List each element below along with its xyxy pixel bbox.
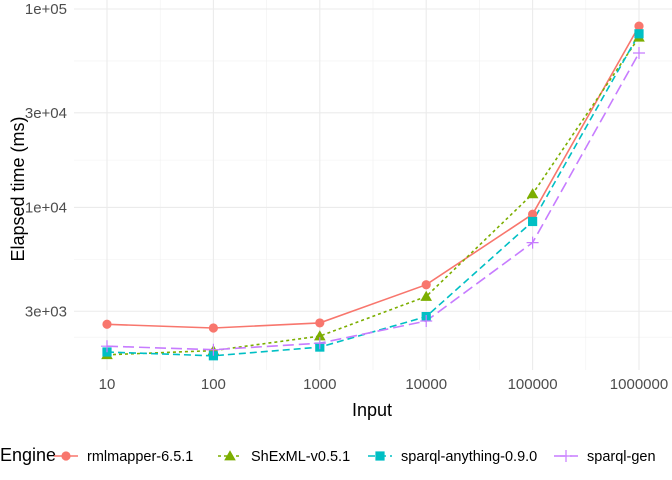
data-point	[634, 29, 644, 39]
series-line-2	[106, 33, 640, 357]
data-point	[420, 314, 433, 327]
data-point	[526, 236, 539, 249]
series-line-0	[106, 25, 640, 329]
x-tick-label: 100000	[508, 376, 558, 393]
data-point	[207, 343, 220, 356]
x-axis-ticks: 10 100 1000 10000 100000 1000000	[99, 376, 669, 393]
x-tick-label: 10000	[405, 376, 447, 393]
data-point	[208, 351, 218, 361]
legend-label: rmlmapper-6.5.1	[87, 449, 193, 465]
legend-label: ShExML-v0.5.1	[251, 449, 350, 465]
data-point	[208, 323, 218, 333]
data-point	[315, 318, 325, 328]
data-point	[633, 47, 645, 60]
data-point	[101, 340, 113, 353]
grid-lines	[74, 0, 672, 370]
y-axis-title: Elapsed time (ms)	[8, 116, 28, 261]
series-line-3	[106, 52, 640, 351]
x-tick-label: 100	[201, 376, 226, 393]
series-points	[101, 21, 645, 361]
data-point	[634, 21, 644, 31]
legend-label: sparql-gen	[587, 449, 656, 465]
data-point	[420, 290, 432, 301]
data-point	[102, 319, 112, 329]
series-line-1	[106, 36, 640, 356]
legend: Engine rmlmapper-6.5.1 ShExML-v0.5.1 sparq…	[0, 445, 656, 465]
x-tick-label: 10	[99, 376, 116, 393]
series-lines	[106, 25, 640, 357]
y-tick-label: 1e+04	[25, 199, 67, 216]
y-tick-label: 1e+05	[25, 1, 67, 18]
data-point	[528, 216, 538, 227]
x-tick-label: 1000	[303, 376, 336, 393]
data-point	[421, 280, 431, 290]
legend-title: Engine	[0, 445, 56, 465]
legend-key-marker	[375, 451, 385, 461]
y-axis-ticks: 3e+03 1e+04 3e+04 1e+05	[25, 1, 67, 320]
data-point	[528, 209, 538, 219]
legend-key-marker	[560, 450, 572, 462]
data-point	[314, 330, 326, 341]
legend-label: sparql-anything-0.9.0	[401, 449, 537, 465]
legend-key-marker	[61, 451, 71, 461]
data-point	[526, 188, 539, 199]
legend-key-marker	[224, 450, 236, 461]
x-tick-label: 1000000	[610, 376, 668, 393]
x-axis-title: Input	[352, 400, 392, 420]
y-tick-label: 3e+03	[25, 303, 67, 320]
y-tick-label: 3e+04	[25, 105, 67, 122]
data-point	[313, 337, 326, 350]
